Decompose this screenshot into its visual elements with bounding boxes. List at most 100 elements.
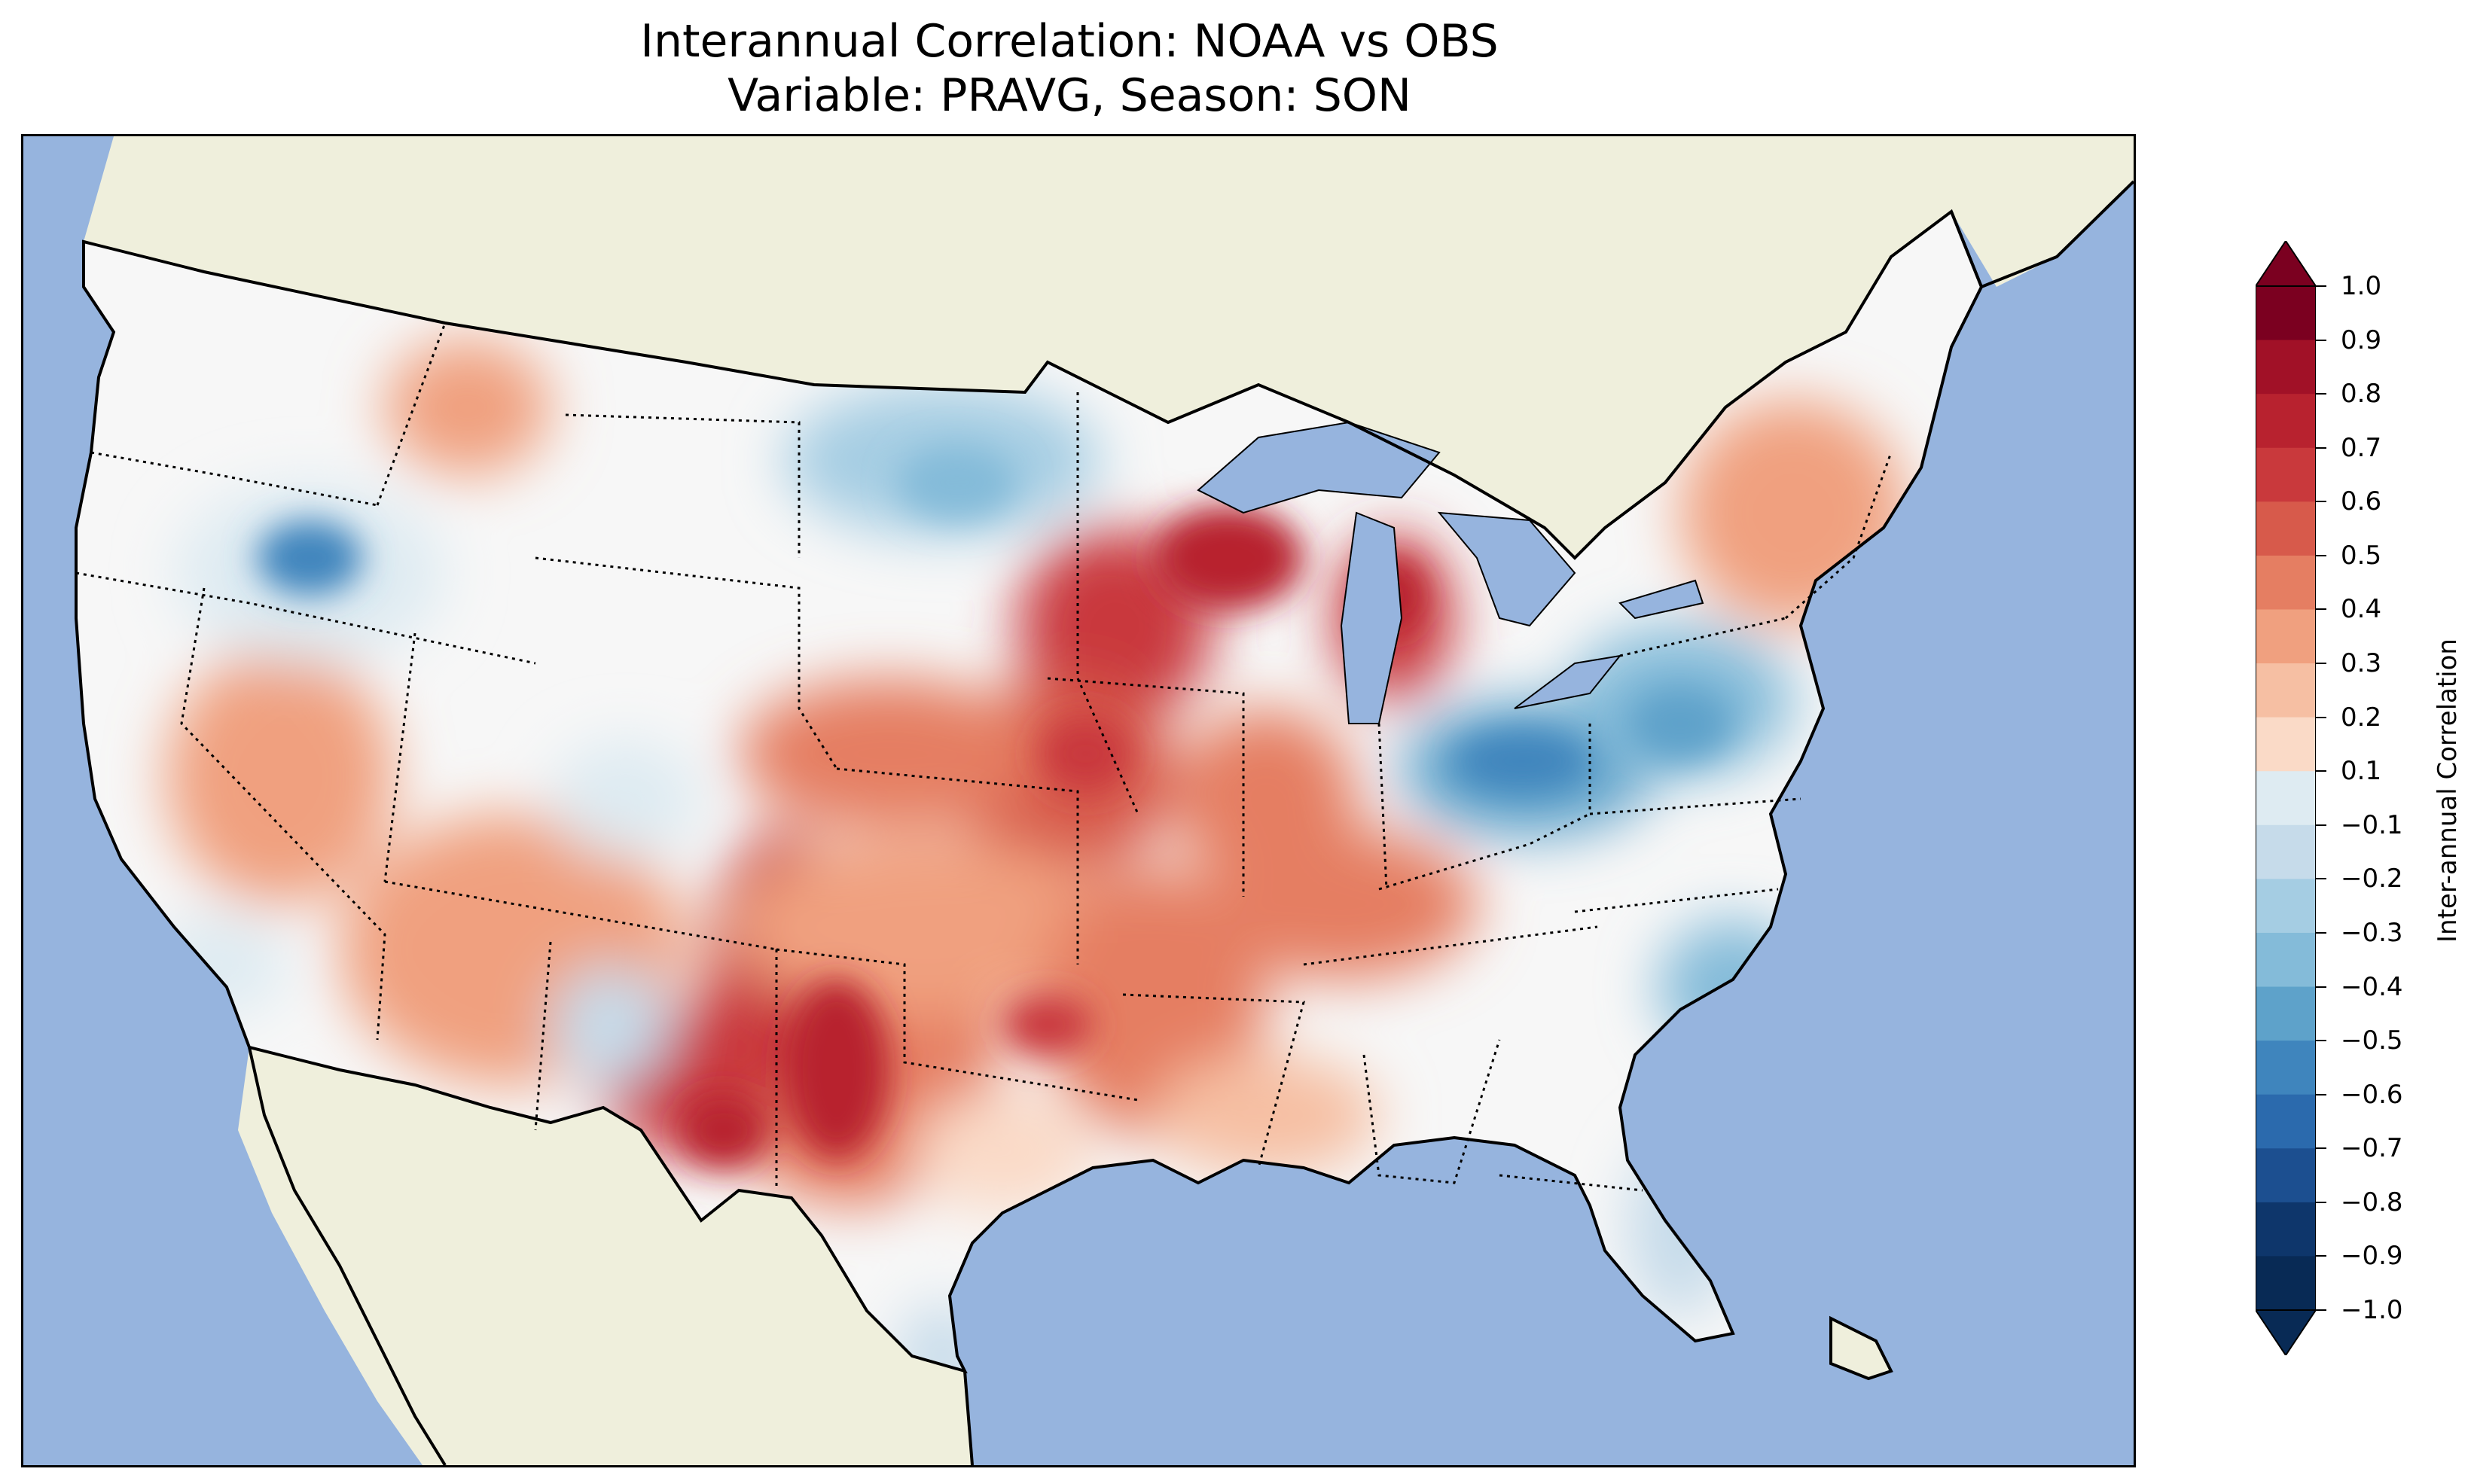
colorbar-band	[2256, 717, 2316, 772]
colorbar-band	[2256, 394, 2316, 449]
border-ga-fl	[1499, 1174, 1643, 1192]
colorbar-band	[2256, 663, 2316, 718]
border-ny-pa	[1619, 617, 1786, 657]
colorbar-tick-mark	[2316, 608, 2326, 611]
colorbar-band	[2256, 286, 2316, 341]
border-ks-ok	[836, 767, 1079, 964]
border-mt-dakotas	[565, 413, 801, 558]
colorbar-tick-mark	[2316, 501, 2326, 503]
colorbar-tick-label: 0.7	[2341, 432, 2382, 463]
colorbar-tick-label: −0.1	[2341, 809, 2403, 840]
colorbar-band	[2256, 609, 2316, 664]
border-co-wy	[535, 556, 838, 769]
border-or-ca-nv	[75, 571, 536, 665]
border-new-england	[1785, 452, 1893, 620]
colorbar-extend-min	[2256, 1309, 2316, 1355]
map-title-line-2: Variable: PRAVG, Season: SON	[728, 69, 1411, 122]
colorbar-band	[2256, 824, 2316, 879]
border-ms-al	[1362, 1039, 1501, 1184]
coastline-canada-east	[1950, 180, 2134, 289]
colorbar-band	[2256, 1148, 2316, 1203]
colorbar-band	[2256, 340, 2316, 395]
border-ar-la	[1122, 993, 1305, 1169]
colorbar-extend-max	[2256, 241, 2316, 287]
colorbar-tick-mark	[2316, 1040, 2326, 1042]
border-ut-az	[384, 880, 777, 951]
border-az-nm	[534, 941, 552, 1131]
colorbar-tick-label: −0.9	[2341, 1241, 2403, 1272]
colorbar-band	[2256, 501, 2316, 556]
colorbar-tick-label: 0.2	[2341, 702, 2382, 733]
colorbar-tick-mark	[2316, 285, 2326, 287]
border-ca-nv	[180, 587, 386, 1041]
border-mn-ia	[1076, 392, 1139, 815]
border-wa-or	[90, 451, 378, 507]
colorbar-band	[2256, 986, 2316, 1041]
colorbar-tick-label: −0.3	[2341, 917, 2403, 948]
colorbar-tick-label: 0.5	[2341, 540, 2382, 571]
colorbar-tick-label: 0.4	[2341, 594, 2382, 625]
colorbar-tick-label: 0.9	[2341, 325, 2382, 355]
colorbar-tick-label: 0.6	[2341, 486, 2382, 517]
colorbar-tick-mark	[2316, 986, 2326, 988]
colorbar-band	[2256, 1202, 2316, 1257]
colorbar-tick-mark	[2316, 878, 2326, 880]
colorbar-band	[2256, 1041, 2316, 1095]
colorbar-tick-mark	[2316, 1093, 2326, 1095]
correlation-field	[151, 340, 1906, 1371]
map-canvas	[23, 136, 2134, 1465]
lake-ontario	[1618, 579, 1704, 620]
colorbar-tick-label: −0.5	[2341, 1025, 2403, 1056]
coastline-mexico-gulf	[963, 1370, 974, 1465]
coastline-cuba	[1829, 1315, 1893, 1381]
border-il-in	[1377, 723, 1388, 890]
colorbar-tick-mark	[2316, 1309, 2326, 1311]
colorbar	[2256, 241, 2316, 1355]
land-cuba	[1831, 1318, 1891, 1379]
colorbar-tick-mark	[2316, 339, 2326, 341]
colorbar-tick-label: −0.8	[2341, 1187, 2403, 1217]
map-frame	[21, 134, 2136, 1467]
coastline-baja	[248, 1047, 447, 1465]
colorbar-bands	[2256, 286, 2316, 1311]
colorbar-outline	[2256, 285, 2316, 1311]
great-lakes	[1197, 421, 1704, 724]
colorbar-tick-mark	[2316, 824, 2326, 826]
colorbar-tick-mark	[2316, 393, 2326, 395]
colorbar-tick-label: −0.2	[2341, 864, 2403, 894]
border-ia-mo	[1047, 677, 1245, 897]
colorbar-tick-mark	[2316, 1147, 2326, 1150]
land-mexico	[249, 1047, 972, 1465]
colorbar-tick-label: 0.1	[2341, 756, 2382, 787]
colorbar-tick-label: 0.3	[2341, 648, 2382, 679]
colorbar-label: Inter-annual Correlation	[2433, 638, 2463, 943]
colorbar-tick-mark	[2316, 554, 2326, 556]
colorbar-band	[2256, 1256, 2316, 1311]
colorbar-tick-mark	[2316, 716, 2326, 718]
lake-superior	[1197, 421, 1441, 514]
colorbar-tick-label: 0.8	[2341, 379, 2382, 410]
colorbar-band	[2256, 932, 2316, 988]
colorbar-tick-mark	[2316, 1201, 2326, 1203]
colorbar-tick-mark	[2316, 1255, 2326, 1257]
state-borders	[75, 240, 1893, 1192]
colorbar-band	[2256, 447, 2316, 502]
colorbar-tick-mark	[2316, 931, 2326, 934]
border-id-mt	[376, 322, 447, 506]
colorbar-tick-mark	[2316, 446, 2326, 449]
colorbar-tick-label: −0.6	[2341, 1079, 2403, 1110]
colorbar-tick-label: −1.0	[2341, 1295, 2403, 1325]
land-canada	[23, 136, 2134, 558]
colorbar-tick-mark	[2316, 663, 2326, 665]
coastlines	[75, 180, 2134, 1465]
map-title-line-1: Interannual Correlation: NOAA vs OBS	[640, 15, 1499, 68]
colorbar-tick-label: 1.0	[2341, 271, 2382, 301]
colorbar-band	[2256, 879, 2316, 934]
colorbar-band	[2256, 555, 2316, 610]
colorbar-band	[2256, 1094, 2316, 1149]
colorbar-tick-label: −0.4	[2341, 971, 2403, 1002]
border-oh-pa	[1588, 724, 1801, 815]
colorbar-tick-mark	[2316, 770, 2326, 772]
colorbar-tick-label: −0.7	[2341, 1133, 2403, 1164]
colorbar-band	[2256, 771, 2316, 826]
